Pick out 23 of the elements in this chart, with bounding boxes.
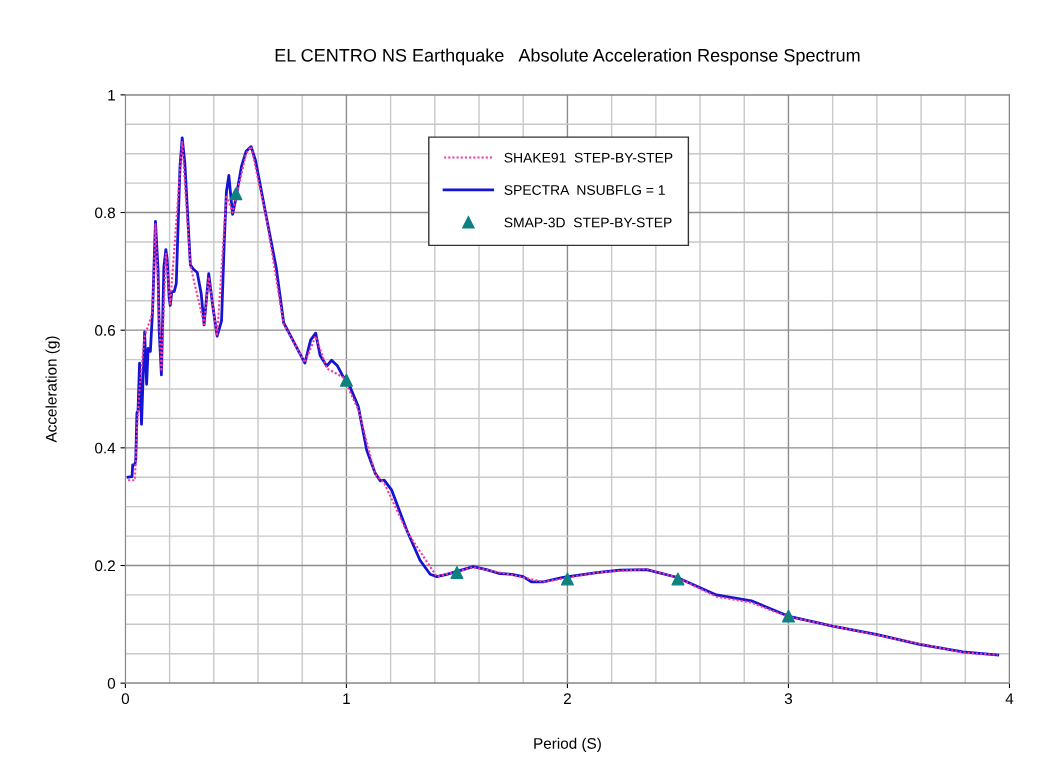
point xyxy=(781,609,795,623)
y-tick-label: 0.4 xyxy=(95,442,116,454)
y-tick-label: 0.8 xyxy=(95,207,116,219)
x-tick-label: 0 xyxy=(121,693,130,705)
point xyxy=(450,566,464,580)
y-axis-title: Acceleration (g) xyxy=(45,336,60,443)
y-tick-label: 0 xyxy=(107,678,116,689)
y-tick-label: 0.2 xyxy=(95,560,115,572)
point xyxy=(229,187,243,201)
chart-title: EL CENTRO NS Earthquake Absolute Acceleration Response Spectrum xyxy=(275,48,860,66)
point xyxy=(560,572,574,586)
legend-label: SPECTRA NSUBFLG = 1 xyxy=(504,185,665,195)
y-tick-label: 1 xyxy=(108,89,115,101)
legend-label: SMAP-3D STEP-BY-STEP xyxy=(504,217,672,228)
x-tick-label: 4 xyxy=(1005,693,1014,704)
x-axis-title: Period (S) xyxy=(534,737,601,752)
x-tick-label: 1 xyxy=(343,693,350,704)
legend-label: SHAKE91 STEP-BY-STEP xyxy=(504,152,673,163)
y-tick-label: 0.6 xyxy=(95,325,116,336)
x-tick-label: 3 xyxy=(784,693,793,705)
point xyxy=(339,373,353,387)
x-tick-label: 2 xyxy=(563,693,571,704)
point xyxy=(671,572,685,586)
